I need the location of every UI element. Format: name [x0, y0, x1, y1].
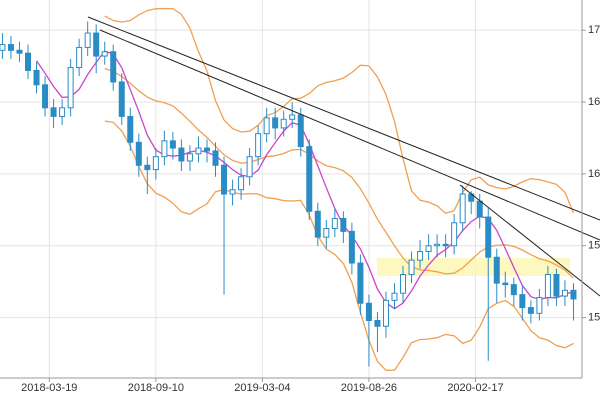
candle-body — [169, 140, 176, 149]
x-tick-label: 2019-08-26 — [341, 382, 397, 394]
highlight-zone — [377, 258, 570, 276]
candle-body — [459, 193, 466, 224]
candle-body — [127, 115, 134, 143]
candle-body — [536, 297, 543, 314]
candle-body — [33, 69, 40, 86]
band-upper — [104, 7, 575, 215]
y-tick-label: 155 — [588, 240, 600, 252]
candle-body — [263, 117, 270, 135]
candle-body — [527, 307, 534, 314]
candle-body — [195, 147, 202, 155]
candle-body — [570, 289, 577, 300]
moving-average-short — [35, 50, 574, 310]
candle-body — [272, 117, 279, 129]
candle-body — [93, 32, 100, 57]
candle-body — [553, 274, 560, 297]
candle-body — [442, 243, 449, 247]
candle-body — [144, 164, 151, 171]
candle-body — [323, 228, 330, 238]
candle-body — [50, 107, 57, 117]
candle-body — [118, 81, 125, 117]
y-tick-label: 160 — [588, 168, 600, 180]
candle-body — [186, 153, 193, 162]
candle-body — [238, 176, 245, 191]
candle-body — [212, 150, 219, 166]
candle-body — [289, 114, 296, 120]
trend-line — [459, 184, 600, 297]
candle-body — [110, 51, 117, 83]
indicators — [35, 7, 575, 371]
candle-body — [408, 259, 415, 276]
candle-body — [391, 292, 398, 301]
candle-body — [417, 251, 424, 261]
candle-body — [348, 230, 355, 264]
candle-body — [434, 243, 441, 247]
y-tick-label: 165 — [588, 96, 600, 108]
candle-body — [382, 299, 389, 327]
plot-area — [0, 0, 582, 378]
candle-body — [152, 156, 159, 171]
candle-body — [25, 52, 32, 71]
candle-body — [340, 217, 347, 232]
candle-body — [161, 140, 168, 158]
candle-body — [178, 147, 185, 162]
candle-body — [493, 256, 500, 284]
candle-body — [203, 147, 210, 152]
candle-body — [502, 282, 509, 286]
candle-body — [400, 274, 407, 294]
candle-body — [331, 217, 338, 230]
trend-line — [87, 16, 600, 221]
candle-body — [365, 302, 372, 322]
candle-body — [561, 289, 568, 297]
candle-body — [101, 51, 108, 57]
x-tick-label: 2018-09-10 — [128, 382, 184, 394]
x-tick-label: 2018-03-19 — [21, 382, 77, 394]
y-tick-label: 170 — [588, 24, 600, 36]
trend-line — [99, 29, 600, 241]
candle-body — [67, 67, 74, 109]
band-lower — [104, 120, 574, 371]
candle-body — [519, 294, 526, 309]
candle-body — [42, 84, 49, 109]
candle-body — [16, 49, 23, 54]
candle-body — [425, 245, 432, 253]
candle-body — [297, 114, 304, 148]
candle-body — [59, 107, 66, 117]
candle-body — [229, 189, 236, 195]
x-tick-label: 2019-03-04 — [234, 382, 290, 394]
candle-body — [485, 216, 492, 258]
candle-body — [76, 46, 83, 69]
candles — [0, 21, 577, 367]
candle-body — [374, 320, 381, 327]
candle-body — [306, 146, 313, 212]
tick-labels: 170 165 160 155 150 2018-03-19 2018-09-10 2019-… — [21, 24, 600, 394]
candle-body — [510, 284, 517, 296]
candle-body — [544, 274, 551, 299]
candle-body — [0, 44, 6, 51]
candle-body — [221, 164, 228, 195]
candle-body — [255, 133, 262, 158]
candle-body — [314, 210, 321, 238]
candle-body — [357, 262, 364, 304]
candle-body — [476, 200, 483, 218]
candle-body — [7, 44, 14, 51]
y-tick-label: 150 — [588, 312, 600, 324]
candle-body — [135, 141, 142, 166]
moving-average-long — [104, 67, 574, 279]
grid — [0, 0, 582, 378]
candle-body — [84, 32, 91, 48]
candle-body — [246, 156, 253, 178]
candle-body — [280, 118, 287, 129]
x-tick-label: 2020-02-17 — [447, 382, 503, 394]
candle-body — [451, 222, 458, 247]
